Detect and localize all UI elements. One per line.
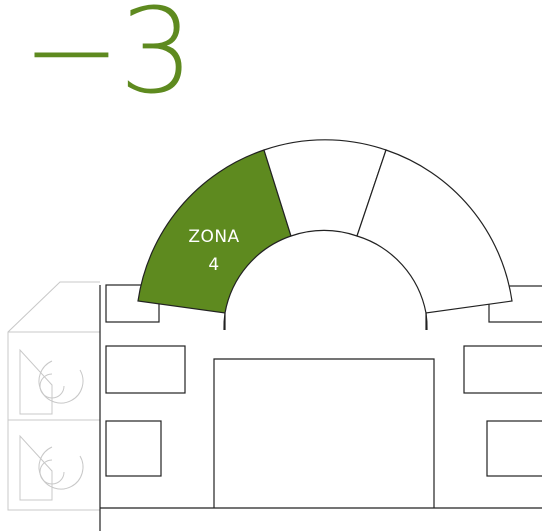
room xyxy=(105,345,186,394)
arc-inner-tail-right xyxy=(425,312,428,331)
adjacent-building xyxy=(7,281,100,511)
main-building xyxy=(99,284,542,531)
arc-inner-tail-left xyxy=(223,312,226,331)
zone-4-label-line2: 4 xyxy=(208,255,219,275)
zone-4-area[interactable] xyxy=(137,149,292,314)
room xyxy=(105,420,162,477)
floor-level-title: −3 xyxy=(22,0,194,120)
zone-right-area[interactable] xyxy=(356,149,513,314)
zone-4-label-line1: ZONA xyxy=(188,227,239,247)
room xyxy=(463,345,542,394)
central-courtyard xyxy=(213,358,435,508)
staircase-icon xyxy=(19,348,84,415)
adjacent-building-outline xyxy=(7,281,100,511)
staircase-icon xyxy=(19,434,84,501)
room xyxy=(486,420,542,477)
zones-arc xyxy=(137,139,513,331)
